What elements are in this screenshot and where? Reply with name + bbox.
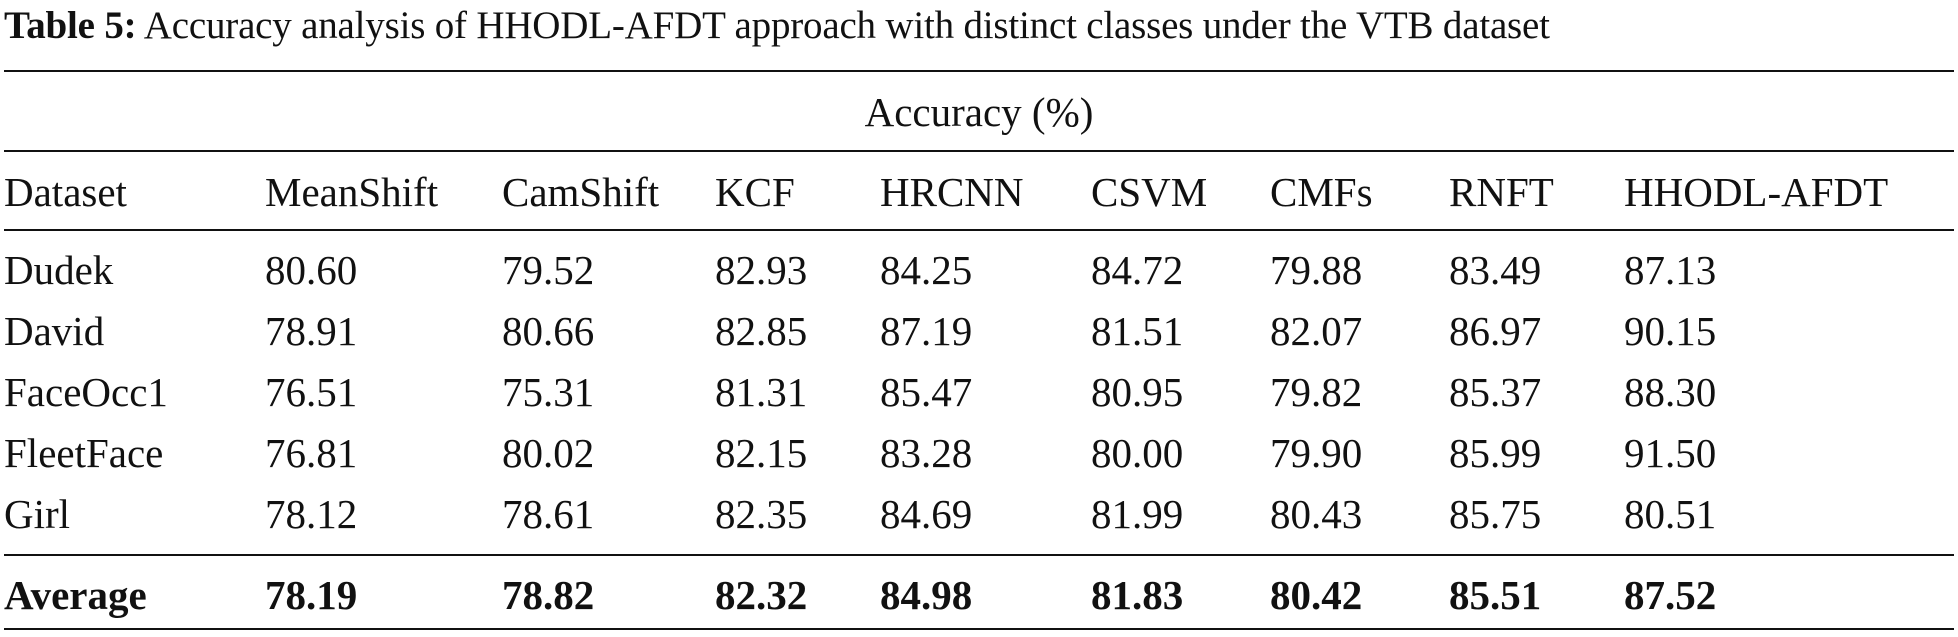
- table-cell: 83.28: [880, 430, 973, 476]
- group-header-accuracy: Accuracy (%): [864, 89, 1094, 135]
- table-cell: 79.90: [1270, 430, 1363, 476]
- table-cell: 81.99: [1091, 491, 1184, 537]
- table-cell: 78.91: [265, 308, 358, 354]
- table-cell: 82.93: [715, 247, 808, 293]
- table-caption-label: Table 5:: [4, 4, 137, 47]
- row-label: Average: [4, 572, 147, 618]
- table-cell: 83.49: [1449, 247, 1542, 293]
- column-header: RNFT: [1449, 169, 1554, 215]
- table-cell: 85.75: [1449, 491, 1542, 537]
- table-cell: 86.97: [1449, 308, 1542, 354]
- table-cell: 82.15: [715, 430, 808, 476]
- table-row: Girl 78.12 78.61 82.35 84.69 81.99 80.43…: [0, 484, 1958, 544]
- column-header: CamShift: [502, 169, 660, 215]
- column-header: HHODL-AFDT: [1624, 169, 1889, 215]
- table-cell: 78.19: [265, 572, 358, 618]
- table-cell: 84.98: [880, 572, 973, 618]
- average-rule: [4, 554, 1954, 556]
- table-cell: 76.51: [265, 369, 358, 415]
- table-cell: 81.31: [715, 369, 808, 415]
- table-row: David 78.91 80.66 82.85 87.19 81.51 82.0…: [0, 301, 1958, 361]
- table-cell: 78.12: [265, 491, 358, 537]
- column-header: HRCNN: [880, 169, 1024, 215]
- table-cell: 79.52: [502, 247, 595, 293]
- row-label: FleetFace: [4, 430, 164, 476]
- row-label: David: [4, 308, 105, 354]
- table-cell: 75.31: [502, 369, 595, 415]
- table-top-rule: [4, 70, 1954, 72]
- row-label: Dudek: [4, 247, 114, 293]
- table-bottom-rule: [4, 628, 1954, 630]
- column-header: MeanShift: [265, 169, 439, 215]
- table-cell: 82.32: [715, 572, 808, 618]
- table-cell: 90.15: [1624, 308, 1717, 354]
- table-cell: 80.42: [1270, 572, 1363, 618]
- table-cell: 82.07: [1270, 308, 1363, 354]
- row-label: FaceOcc1: [4, 369, 168, 415]
- table-cell: 76.81: [265, 430, 358, 476]
- table-cell: 81.83: [1091, 572, 1184, 618]
- table-caption-text: Accuracy analysis of HHODL-AFDT approach…: [136, 4, 1550, 47]
- table-cell: 79.88: [1270, 247, 1363, 293]
- column-header: CMFs: [1270, 169, 1373, 215]
- table-cell: 80.02: [502, 430, 595, 476]
- table-caption: Table 5: Accuracy analysis of HHODL-AFDT…: [4, 2, 1954, 50]
- table-cell: 78.61: [502, 491, 595, 537]
- group-header-rule: [4, 150, 1954, 152]
- table-cell: 81.51: [1091, 308, 1184, 354]
- table-cell: 80.51: [1624, 491, 1717, 537]
- table-cell: 84.72: [1091, 247, 1184, 293]
- table-cell: 84.69: [880, 491, 973, 537]
- table-cell: 80.43: [1270, 491, 1363, 537]
- table-cell: 87.19: [880, 308, 973, 354]
- table-cell: 85.37: [1449, 369, 1542, 415]
- table-cell: 85.99: [1449, 430, 1542, 476]
- column-header: KCF: [715, 169, 795, 215]
- average-row: Average 78.19 78.82 82.32 84.98 81.83 80…: [0, 565, 1958, 625]
- table-cell: 82.85: [715, 308, 808, 354]
- header-row: Dataset MeanShift CamShift KCF HRCNN CSV…: [0, 162, 1958, 222]
- table-cell: 82.35: [715, 491, 808, 537]
- table-cell: 85.47: [880, 369, 973, 415]
- row-label: Girl: [4, 491, 71, 537]
- table-cell: 87.52: [1624, 572, 1717, 618]
- header-rule: [4, 229, 1954, 231]
- column-header: Dataset: [4, 169, 127, 215]
- table-cell: 91.50: [1624, 430, 1717, 476]
- table-cell: 85.51: [1449, 572, 1542, 618]
- column-header: CSVM: [1091, 169, 1208, 215]
- table-cell: 87.13: [1624, 247, 1717, 293]
- table-cell: 84.25: [880, 247, 973, 293]
- table-cell: 80.66: [502, 308, 595, 354]
- table-cell: 80.60: [265, 247, 358, 293]
- table-row: Dudek 80.60 79.52 82.93 84.25 84.72 79.8…: [0, 240, 1958, 300]
- table-cell: 79.82: [1270, 369, 1363, 415]
- table-cell: 78.82: [502, 572, 595, 618]
- table-row: FleetFace 76.81 80.02 82.15 83.28 80.00 …: [0, 423, 1958, 483]
- table-row: FaceOcc1 76.51 75.31 81.31 85.47 80.95 7…: [0, 362, 1958, 422]
- table-cell: 80.00: [1091, 430, 1184, 476]
- table-cell: 88.30: [1624, 369, 1717, 415]
- table-cell: 80.95: [1091, 369, 1184, 415]
